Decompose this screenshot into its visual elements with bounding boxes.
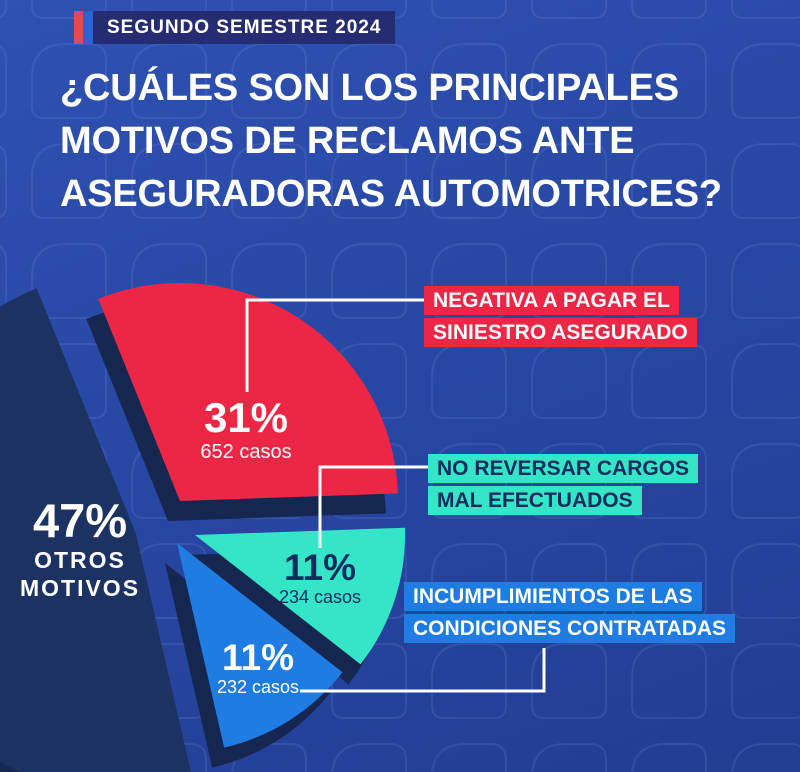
title-line-2: MOTIVOS DE RECLAMOS ANTE [60,120,635,162]
pie-slice-reversar [195,527,406,665]
callout-reversar: NO REVERSAR CARGOS MAL EFECTUADOS [428,454,699,515]
callout-negativa-line-1: NEGATIVA A PAGAR EL [424,286,679,315]
connector-incumplimientos-line [300,648,546,693]
callout-incumplimientos-line-1: INCUMPLIMIENTOS DE LAS [404,582,702,611]
pie-slice-incumplimientos [177,543,343,748]
page-title: ¿CUÁLES SON LOS PRINCIPALES MOTIVOS DE R… [60,62,770,221]
badge-label: SEGUNDO SEMESTRE 2024 [93,11,396,44]
reversar-percent: 11% [283,547,356,588]
callout-reversar-line-1: NO REVERSAR CARGOS [428,454,699,483]
otros-percent: 47% [32,494,128,547]
period-badge: SEGUNDO SEMESTRE 2024 [74,11,396,44]
negativa-cases: 652 casos [200,441,292,463]
title-line-3: ASEGURADORAS AUTOMOTRICES? [60,173,722,215]
slice-value-negativa: 31% 652 casos [200,396,291,464]
callout-negativa: NEGATIVA A PAGAR EL SINIESTRO ASEGURADO [424,286,697,347]
slice-value-otros: 47% OTROS MOTIVOS [20,496,140,602]
callout-incumplimientos-line-2: CONDICIONES CONTRATADAS [404,614,736,643]
callout-reversar-line-2: MAL EFECTUADOS [428,486,642,515]
connector-negativa-line [245,298,424,392]
otros-label-line-2: MOTIVOS [19,575,141,601]
incumplimientos-percent: 11% [221,637,294,678]
incumplimientos-cases: 232 casos [216,677,300,697]
negativa-percent: 31% [203,394,289,441]
slice-value-incumplimientos: 11% 232 casos [217,638,299,698]
connector-reversar-line [318,465,428,548]
badge-blue-bar-icon [83,11,93,44]
slice-value-reversar: 11% 234 casos [279,548,361,608]
pie-slice-otros [0,288,191,772]
reversar-cases: 234 casos [278,587,362,607]
title-line-1: ¿CUÁLES SON LOS PRINCIPALES [60,67,679,109]
callout-incumplimientos: INCUMPLIMIENTOS DE LAS CONDICIONES CONTR… [404,582,736,643]
badge-red-bar-icon [74,11,83,44]
callout-negativa-line-2: SINIESTRO ASEGURADO [424,318,697,347]
otros-label-line-1: OTROS [34,547,126,573]
